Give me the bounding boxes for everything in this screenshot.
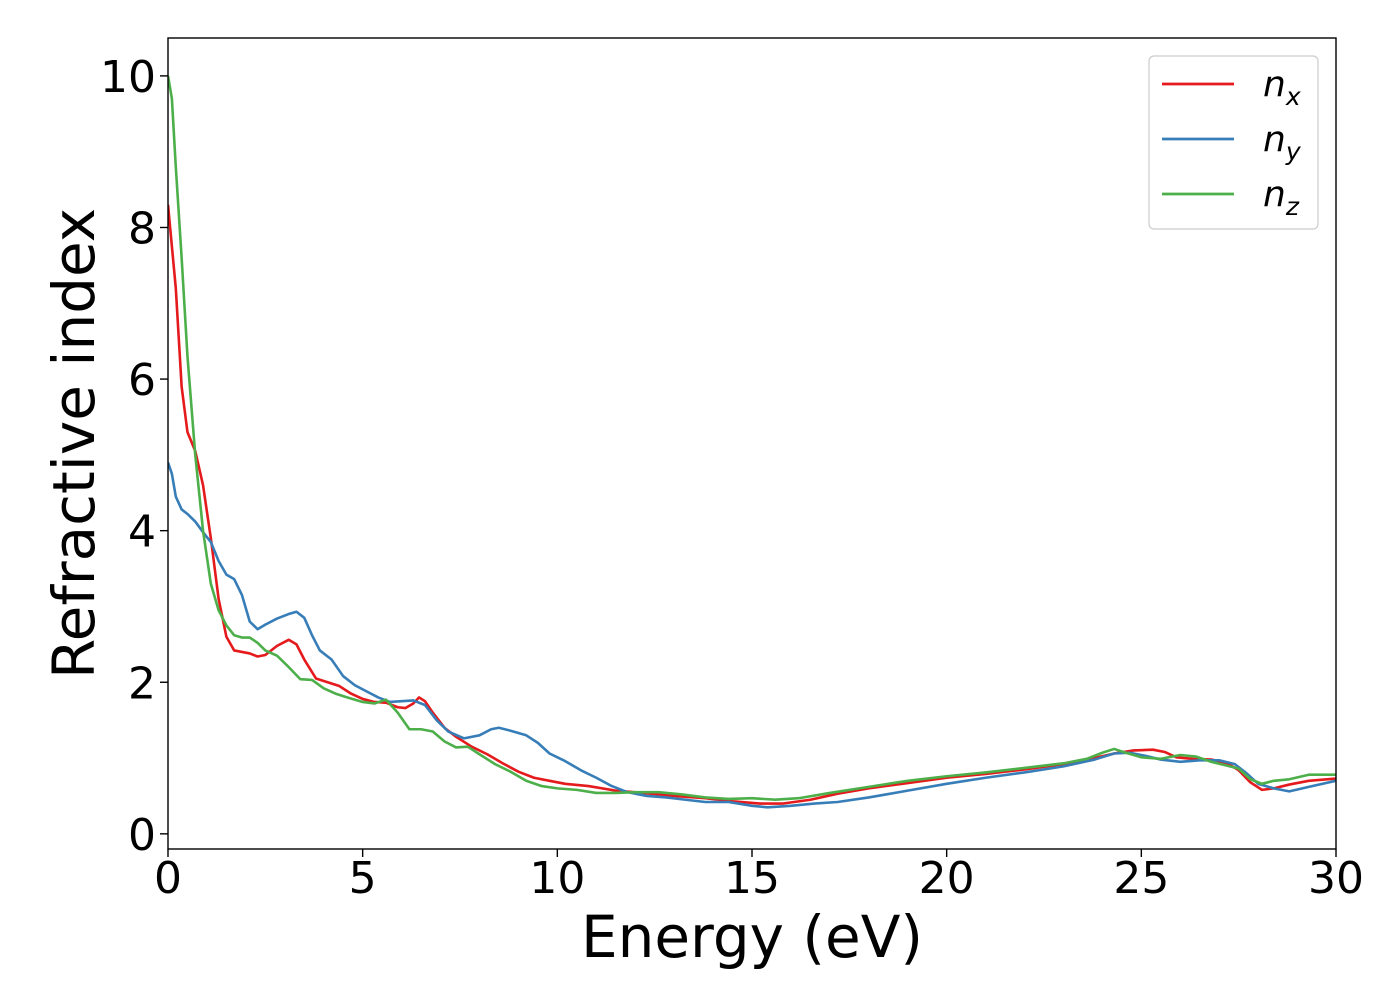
x-tick-label: 10 (529, 853, 585, 904)
y-axis-title: Refractive index (40, 208, 108, 679)
plot-frame (167, 37, 1337, 850)
series-line-nx (168, 204, 1336, 805)
series-line-nz (168, 75, 1336, 802)
legend-label-nx: nx (1263, 64, 1301, 111)
legend: nx ny nz (1148, 55, 1319, 230)
x-tick-label: 30 (1308, 853, 1364, 904)
y-tick-label: 8 (128, 203, 156, 254)
y-tick-label: 4 (128, 507, 156, 558)
legend-box (1148, 55, 1319, 230)
legend-label-ny: ny (1263, 119, 1302, 166)
y-tick-label: 10 (100, 52, 156, 103)
y-tick-label: 0 (128, 810, 156, 861)
x-tick-label: 5 (349, 853, 377, 904)
x-axis: 0 5 10 15 20 25 30 (154, 849, 1364, 904)
x-tick-label: 25 (1113, 853, 1169, 904)
plot-content (168, 75, 1336, 809)
y-tick-label: 2 (128, 658, 156, 709)
legend-label-nz: nz (1263, 174, 1300, 221)
x-axis-title: Energy (eV) (581, 903, 923, 971)
x-tick-label: 15 (724, 853, 780, 904)
x-tick-label: 0 (154, 853, 182, 904)
x-tick-label: 20 (919, 853, 975, 904)
series-line-ny (168, 462, 1336, 809)
y-tick-label: 6 (128, 355, 156, 406)
y-axis: 0 2 4 6 8 10 (100, 52, 168, 861)
